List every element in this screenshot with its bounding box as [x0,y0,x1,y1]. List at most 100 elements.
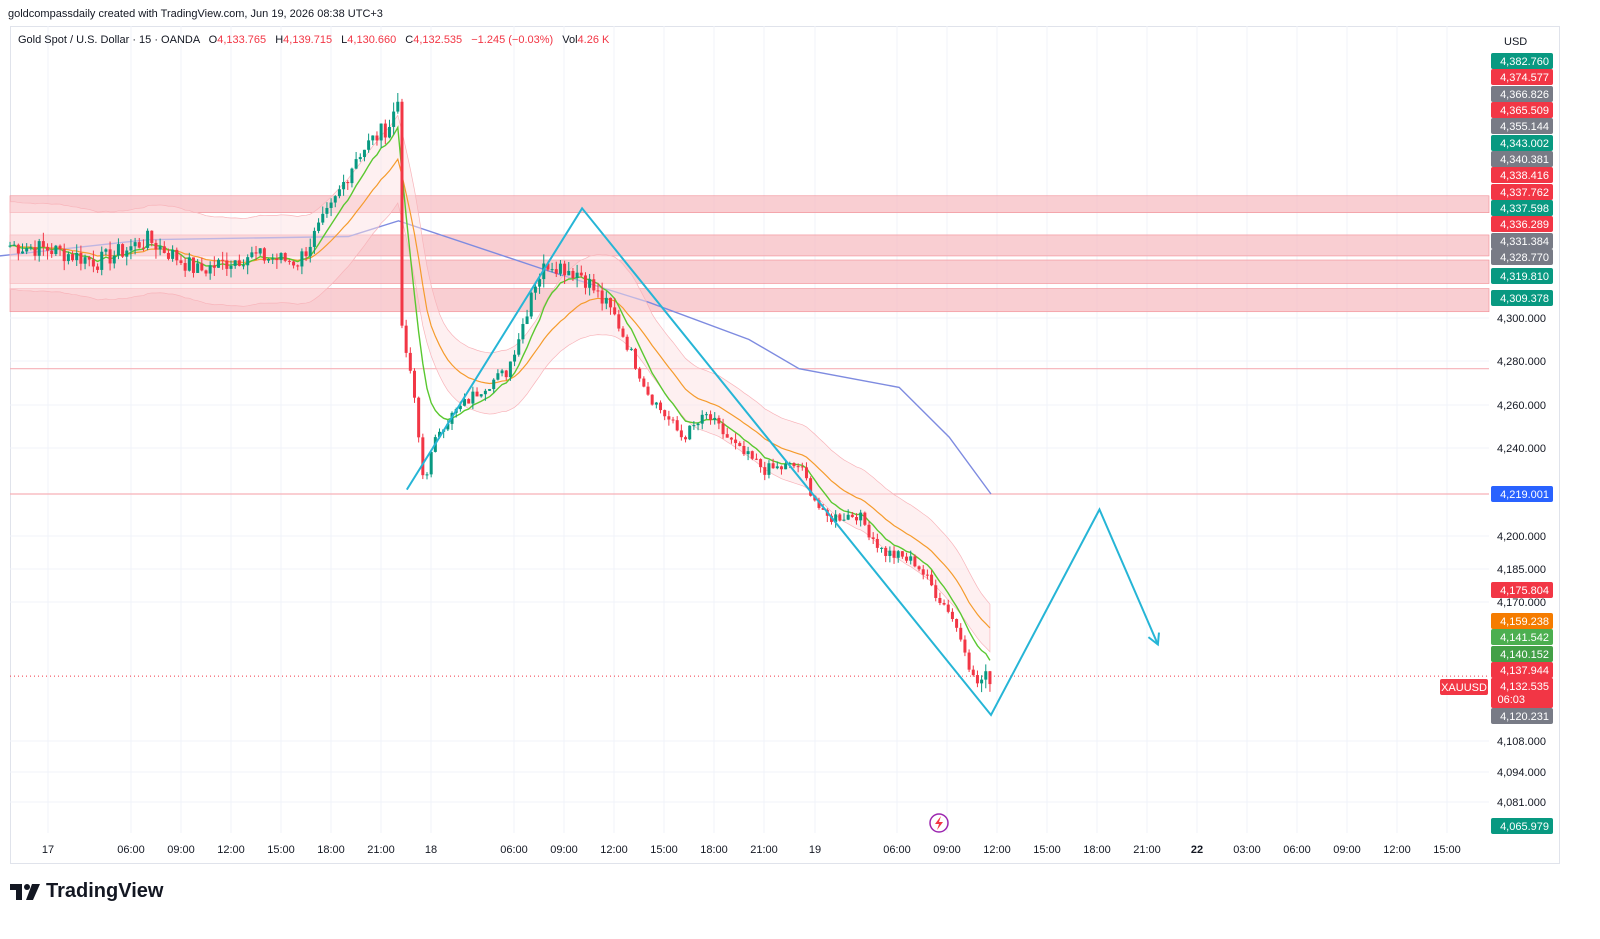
price-label-text: 4,331.384 [1500,236,1549,248]
candle-body [217,259,220,268]
price-label-text: 4,140.152 [1500,649,1549,661]
symbol-name[interactable]: Gold Spot / U.S. Dollar · 15 · OANDA [18,34,200,46]
candle-body [909,556,913,561]
candle-body [396,101,400,112]
candle-body [796,466,800,468]
candle-body [917,566,921,570]
candle-body [792,463,796,467]
candle-body [75,253,79,261]
candle-body [684,437,688,440]
x-tick-label: 09:00 [933,844,961,856]
price-label-text: 4,336.289 [1500,219,1549,231]
candle-body [938,597,942,603]
vol-key: Vol [562,34,578,46]
price-label-text: 4,175.804 [1500,585,1549,597]
currency-label[interactable]: USD [1504,36,1528,48]
price-label-tag [1491,118,1553,134]
price-label-text: 4,065.979 [1500,821,1549,833]
candle-body [575,272,579,279]
resistance-zone [9,288,1490,313]
candle-body [767,463,771,475]
candle-body [483,390,487,395]
current-price-tag [1491,678,1553,708]
candle-body [337,189,341,197]
candle-body [262,248,266,261]
candle-body [888,550,892,556]
x-tick-label: 12:00 [600,844,628,856]
candle-body [292,261,296,266]
candle-body [900,551,904,557]
candle-body [642,378,646,387]
zigzag-line [405,206,1159,717]
candle-body [650,394,654,405]
price-label-text: 4,141.542 [1500,632,1549,644]
candle-body [116,244,120,256]
y-tick-label: 4,300.000 [1497,313,1546,325]
price-label-text: 4,137.944 [1500,665,1549,677]
candle-body [200,263,204,271]
candle-body [371,135,375,141]
candle-body [875,538,879,548]
price-label-tag [1491,102,1553,118]
price-label-text: 4,355.144 [1500,121,1549,133]
candle-body [529,292,533,317]
candle-body [479,394,483,397]
candle-body [492,379,496,390]
price-label-tag [1491,646,1553,662]
low-value: 4,130.660 [347,34,397,46]
y-tick-label: 4,108.000 [1497,736,1546,748]
candle-body [880,547,884,549]
x-tick-label: 09:00 [550,844,578,856]
x-tick-label: 06:00 [500,844,528,856]
candle-body [229,265,233,269]
candle-body [204,270,208,274]
price-label-tag [1491,249,1553,265]
candle-body [775,466,779,469]
chart-pane[interactable] [10,26,1560,864]
candle-body [187,257,191,271]
price-label-tag [1491,184,1553,200]
x-tick-label: 12:00 [1383,844,1411,856]
candle-body [333,196,337,203]
candle-body [329,202,333,208]
candle-body [654,402,658,405]
candle-body [821,507,825,510]
candle-body [425,474,429,476]
candle-body [704,414,708,416]
candle-body [12,244,16,246]
candle-body [350,168,354,184]
candle-body [312,230,316,247]
candle-body [834,514,838,522]
candle-body [567,270,571,276]
candle-body [417,397,421,438]
candle-body [141,247,145,249]
candle-body [892,550,896,558]
candle-body [321,213,325,223]
candle-body [634,348,637,369]
candle-body [721,423,725,435]
candle-body [579,272,583,276]
candle-body [283,253,287,261]
candle-body [525,316,529,325]
candle-body [404,325,408,353]
candle-body [254,252,258,254]
candle-body [500,370,504,374]
tradingview-logo-icon [10,883,40,900]
candle-body [788,463,792,465]
low-key: L [341,34,348,46]
candle-body [930,574,934,586]
countdown-text: 06:03 [1497,694,1525,706]
price-label-tag [1491,216,1553,232]
current-price-text: 4,132.535 [1500,681,1549,693]
candle-body [859,512,863,521]
candle-body [41,241,45,247]
price-label-tag [1491,135,1553,151]
x-tick-label: 15:00 [267,844,295,856]
candle-body [717,417,721,424]
price-label-text: 4,340.381 [1500,154,1549,166]
candle-body [179,260,183,264]
candle-body [713,417,717,420]
candle-body [146,230,150,248]
candle-body [408,352,412,371]
